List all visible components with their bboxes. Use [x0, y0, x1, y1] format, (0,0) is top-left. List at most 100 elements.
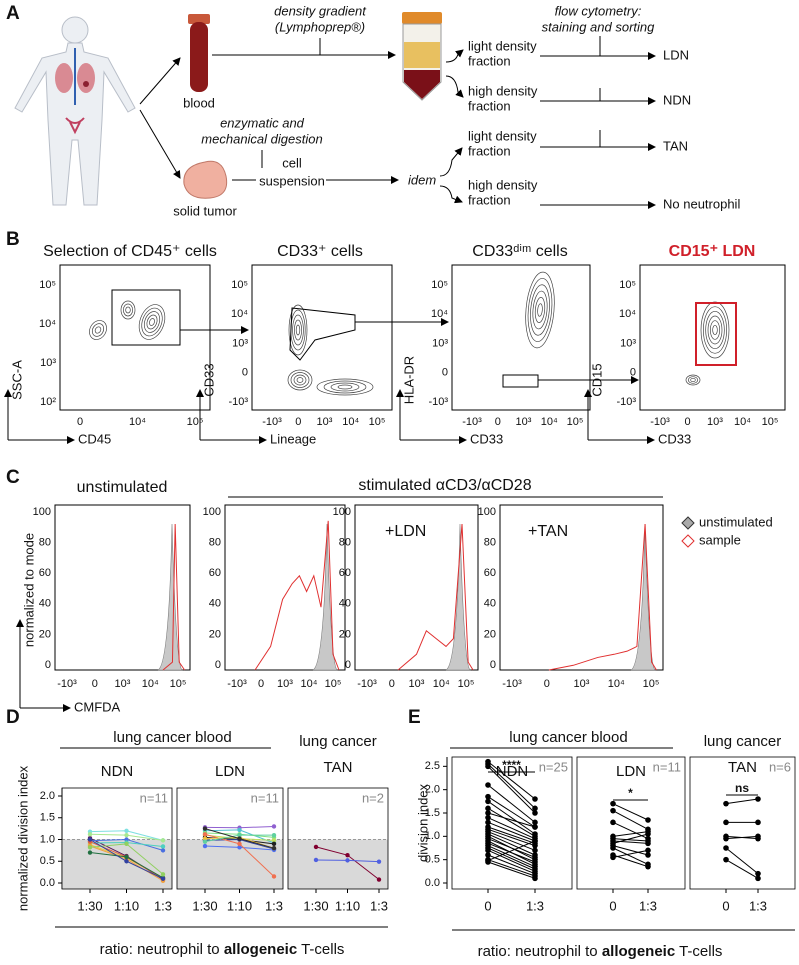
- y-tick-label: 10³: [620, 337, 636, 349]
- outcome-label: NDN: [663, 92, 691, 107]
- series-line: [487, 826, 536, 844]
- series-line: [487, 800, 536, 835]
- x-tick-label: -10³: [650, 416, 670, 428]
- data-point: [485, 793, 491, 800]
- significance-label: ****: [502, 758, 521, 772]
- facet-title: TAN: [728, 759, 757, 776]
- y-tick-label: 10⁴: [431, 308, 448, 320]
- contour: [709, 320, 721, 340]
- contour: [687, 376, 699, 384]
- data-point: [271, 874, 277, 879]
- plot-title: Selection of CD45⁺ cells: [43, 243, 217, 260]
- y-tick-label: 10⁴: [39, 318, 56, 330]
- x-tick-label: 10³: [317, 416, 333, 428]
- series-line: [612, 845, 649, 856]
- plot-frame: [499, 504, 664, 671]
- y-tick-label: 10⁵: [231, 279, 248, 291]
- x-tick-label: 1:30: [192, 898, 217, 913]
- data-point: [723, 800, 729, 807]
- series-line: [487, 784, 536, 823]
- data-point: [610, 800, 616, 807]
- y-tick-label: 60: [209, 567, 221, 579]
- contour: [712, 324, 718, 336]
- y-tick-label: 10⁴: [619, 308, 636, 320]
- series-line: [612, 821, 649, 840]
- data-point: [87, 850, 93, 855]
- y-tick-label: 0: [345, 659, 351, 671]
- series-line: [725, 798, 759, 805]
- y-axis-label: normalized division index: [15, 765, 30, 911]
- series-line: [612, 847, 649, 865]
- contour: [290, 372, 310, 388]
- x-tick-label: 1:30: [303, 898, 328, 913]
- x-tick-label: 0: [484, 898, 491, 913]
- series-line: [487, 828, 536, 847]
- x-tick-label: 1:3: [749, 898, 767, 913]
- gate: [695, 302, 737, 366]
- series-line: [612, 810, 649, 830]
- tumor-label: solid tumor: [173, 203, 237, 218]
- data-point: [485, 819, 491, 826]
- plot-frame: [251, 264, 393, 411]
- contour: [89, 320, 107, 340]
- y-tick-label: 40: [209, 598, 221, 610]
- data-point: [645, 831, 651, 837]
- y-tick-label: 60: [39, 567, 51, 579]
- data-point: [485, 859, 491, 865]
- bracket: [439, 185, 463, 204]
- contour: [293, 374, 307, 386]
- tube-cap: [188, 14, 210, 24]
- series-line: [612, 849, 649, 858]
- y-tick-label: 0.5: [425, 854, 440, 866]
- data-point: [237, 845, 242, 850]
- bracket: [439, 147, 463, 177]
- data-point: [532, 842, 538, 849]
- n-label: n=11: [653, 759, 681, 774]
- y-tick-label: 0.5: [40, 855, 55, 867]
- series-line: [725, 847, 759, 875]
- plot-title: stimulated αCD3/αCD28: [358, 477, 531, 494]
- data-point: [645, 863, 651, 870]
- y-tick-label: 0: [490, 659, 496, 671]
- data-point: [345, 852, 350, 858]
- data-point: [485, 847, 491, 854]
- legend-swatch: [681, 534, 695, 548]
- x-tick-label: -10³: [57, 678, 77, 690]
- x-tick-label: 1:3: [639, 898, 657, 913]
- fraction-label: fraction: [468, 53, 511, 68]
- data-point: [755, 833, 761, 840]
- x-tick-label: 10³: [277, 678, 293, 690]
- data-point: [532, 824, 538, 830]
- facet-frame: [61, 787, 173, 890]
- idem-label: idem: [408, 172, 436, 187]
- x-axis-label-part: T-cells: [675, 943, 722, 960]
- series-line: [612, 831, 649, 837]
- plot-title: unstimulated: [77, 479, 168, 496]
- series-line: [487, 796, 536, 828]
- data-point: [645, 840, 651, 847]
- data-point: [271, 832, 277, 838]
- x-tick-label: 10⁵: [762, 416, 779, 428]
- header: lung cancer blood: [113, 729, 231, 746]
- header: lung cancer blood: [509, 729, 627, 746]
- data-point: [313, 857, 319, 863]
- x-tick-label: 0: [389, 678, 395, 690]
- y-tick-label: 0.0: [425, 877, 440, 889]
- x-tick-label: 10⁵: [369, 416, 386, 428]
- fraction-label: fraction: [468, 192, 511, 207]
- contour: [532, 290, 548, 330]
- panel-label: E: [408, 707, 421, 728]
- series-line: [487, 838, 536, 858]
- contour: [330, 382, 360, 392]
- fraction-label: light density: [468, 38, 537, 53]
- panel-label: B: [6, 229, 20, 250]
- plot-frame: [54, 504, 191, 671]
- x-tick-label: 10⁴: [433, 678, 450, 690]
- facet-title: TAN: [324, 759, 353, 776]
- x-tick-label: 10⁴: [142, 678, 159, 690]
- x-axis-label-part: allogeneic: [224, 941, 297, 958]
- data-point: [755, 870, 761, 877]
- data-point: [124, 841, 129, 847]
- y-tick-label: 80: [209, 537, 221, 549]
- y-tick-label: 2.0: [40, 790, 55, 802]
